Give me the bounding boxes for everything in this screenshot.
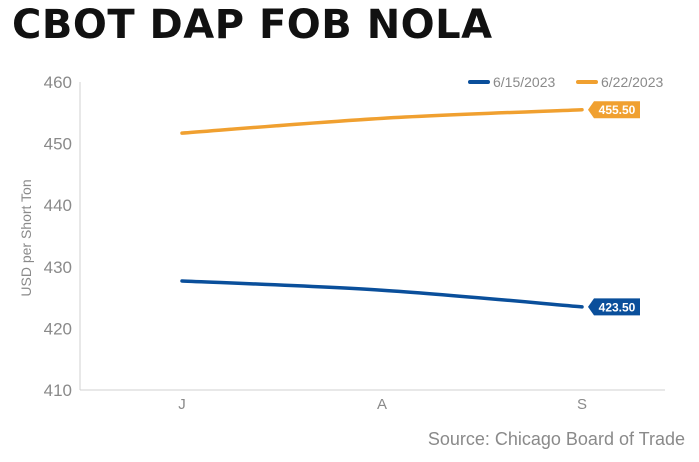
y-tick-label: 410 [44, 381, 72, 400]
end-value-label: 455.50 [599, 103, 636, 117]
legend-label: 6/15/2023 [493, 74, 555, 90]
end-value-tag [588, 101, 640, 119]
y-tick-label: 420 [44, 319, 72, 338]
legend-item-1: 6/15/2023 [468, 74, 555, 90]
series-line [180, 107, 584, 135]
x-tick-label: J [178, 396, 186, 413]
series-1: 423.50 [180, 279, 640, 316]
series-layer: 423.50 455.50 [180, 101, 640, 316]
series-2: 455.50 [180, 101, 640, 135]
y-axis: 410 420 430 440 450 460 [44, 73, 81, 400]
legend-label: 6/22/2023 [601, 74, 663, 90]
x-tick-label: A [377, 396, 387, 413]
y-tick-label: 440 [44, 196, 72, 215]
end-value-label: 423.50 [599, 300, 636, 314]
x-tick-label: S [577, 396, 587, 413]
chart-title: CBOT DAP FOB NOLA [12, 2, 493, 48]
y-tick-label: 430 [44, 258, 72, 277]
y-tick-label: 450 [44, 135, 72, 154]
y-tick-label: 460 [44, 73, 72, 92]
end-value-tag [588, 298, 640, 316]
legend: 6/15/2023 6/22/2023 [468, 74, 663, 90]
legend-item-2: 6/22/2023 [576, 74, 663, 90]
y-axis-title: USD per Short Ton [18, 179, 34, 296]
series-line [180, 279, 584, 309]
source-note: Source: Chicago Board of Trade [427, 429, 685, 449]
